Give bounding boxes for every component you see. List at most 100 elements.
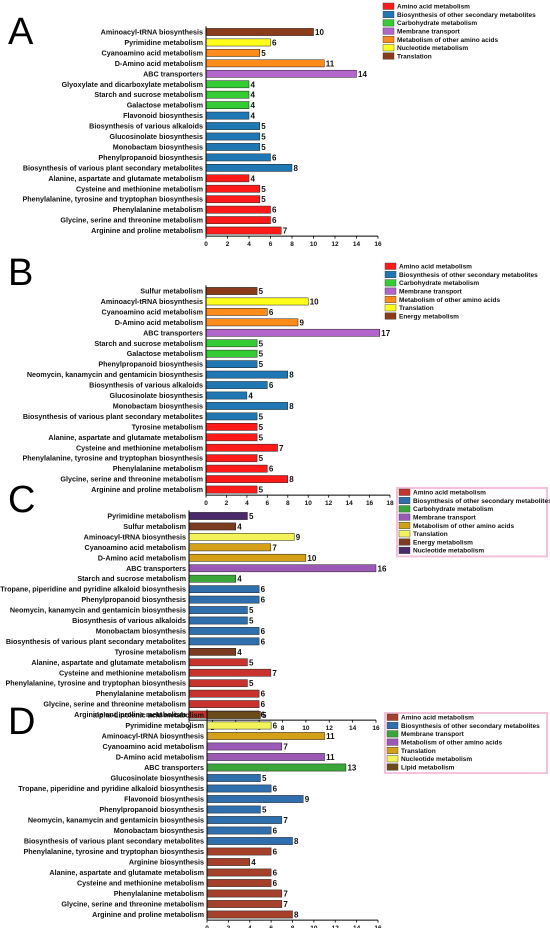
value-label: 4 (237, 648, 242, 657)
category-label: Cyanoamino acid metabolism (85, 543, 186, 552)
bar (205, 423, 258, 431)
category-label: Monobactam biosynthesis (114, 826, 204, 835)
value-label: 7 (283, 227, 288, 236)
chart-panel-c: C Pyrimidine metabolism 5 Sulfur metabolism… (0, 479, 550, 732)
category-label: Phenylalanine, tyrosine and tryptophan b… (5, 679, 186, 688)
category-label: Aminoacyl-tRNA biosynthesis (101, 297, 203, 306)
legend-swatch (384, 296, 397, 303)
value-label: 5 (261, 143, 266, 152)
bar (205, 318, 299, 327)
bar (205, 412, 258, 421)
bar (206, 711, 261, 719)
legend-label: Metabolism of other amino acids (401, 740, 503, 747)
value-label: 5 (262, 711, 267, 720)
legend-swatch (382, 52, 395, 60)
category-label: Phenylpropanoid biosynthesis (98, 360, 203, 369)
value-label: 8 (289, 475, 294, 484)
category-label: ABC transporters (144, 763, 204, 772)
category-label: Starch and sucrose metabolism (94, 90, 203, 99)
x-tick-label: 18 (386, 500, 394, 507)
category-label: Neomycin, kanamycin and gentamicin biosy… (10, 606, 186, 615)
x-tick-label: 16 (372, 725, 380, 732)
x-tick-label: 10 (310, 925, 318, 928)
legend-swatch (384, 312, 397, 320)
value-label: 6 (273, 722, 278, 731)
bar (205, 328, 381, 337)
x-tick-label: 8 (290, 241, 294, 248)
category-label: Arginine biosynthesis (129, 858, 204, 867)
x-tick-label: 0 (204, 241, 208, 248)
bar (205, 143, 260, 151)
category-label: Glucosinolate biosynthesis (111, 774, 204, 783)
value-label: 5 (261, 122, 266, 131)
x-tick-label: 12 (326, 725, 334, 732)
legend-label: Membrane transport (399, 289, 463, 296)
x-tick-label: 10 (305, 500, 313, 507)
category-label: Glucosinolate biosynthesis (110, 132, 203, 141)
category-label: Sulfur metabolism (140, 287, 203, 296)
legend-swatch (384, 287, 397, 295)
legend-label: Biosynthesis of other secondary metaboli… (401, 723, 540, 730)
legend-swatch (382, 19, 395, 27)
category-label: D-Amino acid metabolism (116, 753, 204, 762)
legend-label: Translation (401, 748, 436, 755)
legend-label: Carbohydrate metabolism (413, 506, 493, 513)
category-label: Pyrimidine metabolism (124, 38, 203, 47)
legend-swatch (386, 763, 399, 771)
category-label: Biosynthesis of various plant secondary … (23, 412, 203, 421)
bar (205, 391, 248, 400)
legend-swatch (386, 722, 399, 729)
x-tick-label: 16 (374, 925, 382, 928)
category-label: Aminoacyl-tRNA biosynthesis (102, 732, 204, 741)
value-label: 6 (261, 596, 266, 605)
legend-box (383, 262, 546, 323)
legend-swatch (384, 304, 397, 312)
category-label: Glycine, serine and threonine metabolism (43, 700, 186, 709)
value-label: 17 (381, 329, 390, 338)
category-label: Tropane, piperidine and pyridine alkaloi… (18, 784, 204, 793)
category-label: Phenylalanine, tyrosine and tryptophan b… (22, 454, 203, 463)
bar (188, 679, 248, 688)
bar (205, 122, 260, 130)
legend-label: Metabolism of other amino acids (399, 297, 501, 304)
legend-swatch (382, 2, 395, 10)
category-label: Cysteine and methionine metabolism (76, 443, 203, 452)
panel-letter: A (8, 11, 34, 53)
x-tick-label: 16 (374, 241, 382, 248)
x-tick-label: 14 (345, 500, 353, 507)
value-label: 6 (261, 627, 266, 636)
value-label: 6 (273, 827, 278, 836)
value-label: 13 (347, 764, 356, 773)
value-label: 5 (261, 133, 266, 142)
value-label: 8 (294, 837, 299, 846)
legend-swatch (384, 262, 397, 270)
legend-label: Biosynthesis of other secondary metaboli… (397, 12, 536, 19)
category-label: Arginine and proline metabolism (91, 226, 203, 235)
bar (205, 164, 293, 172)
bar (188, 700, 260, 708)
category-label: Cyanoamino acid metabolism (102, 48, 203, 57)
bar (188, 564, 377, 573)
legend-label: Amino acid metabolism (399, 264, 472, 271)
category-label: D-Amino acid metabolism (115, 59, 203, 68)
legend-label: Nucleotide metabolism (413, 548, 484, 555)
value-label: 11 (326, 732, 335, 741)
category-label: Phenylalanine, tyrosine and tryptophan b… (22, 195, 203, 204)
value-label: 10 (310, 297, 319, 306)
x-tick-label: 12 (332, 925, 340, 928)
category-label: Galactose metabolism (127, 101, 203, 110)
bar (205, 360, 258, 368)
value-label: 10 (307, 554, 316, 563)
value-label: 5 (261, 185, 266, 194)
bar (188, 533, 295, 541)
category-label: Alanine, aspartate and glutamate metabol… (48, 433, 203, 442)
bar (205, 101, 250, 110)
category-label: Alanine, aspartate and glutamate metabol… (31, 658, 186, 667)
x-tick-label: 2 (225, 500, 229, 507)
category-label: Cysteine and methionine metabolism (77, 879, 204, 888)
legend-swatch (386, 755, 399, 763)
category-label: D-Amino acid metabolism (98, 553, 186, 562)
bar (206, 868, 272, 877)
bar (205, 443, 278, 452)
